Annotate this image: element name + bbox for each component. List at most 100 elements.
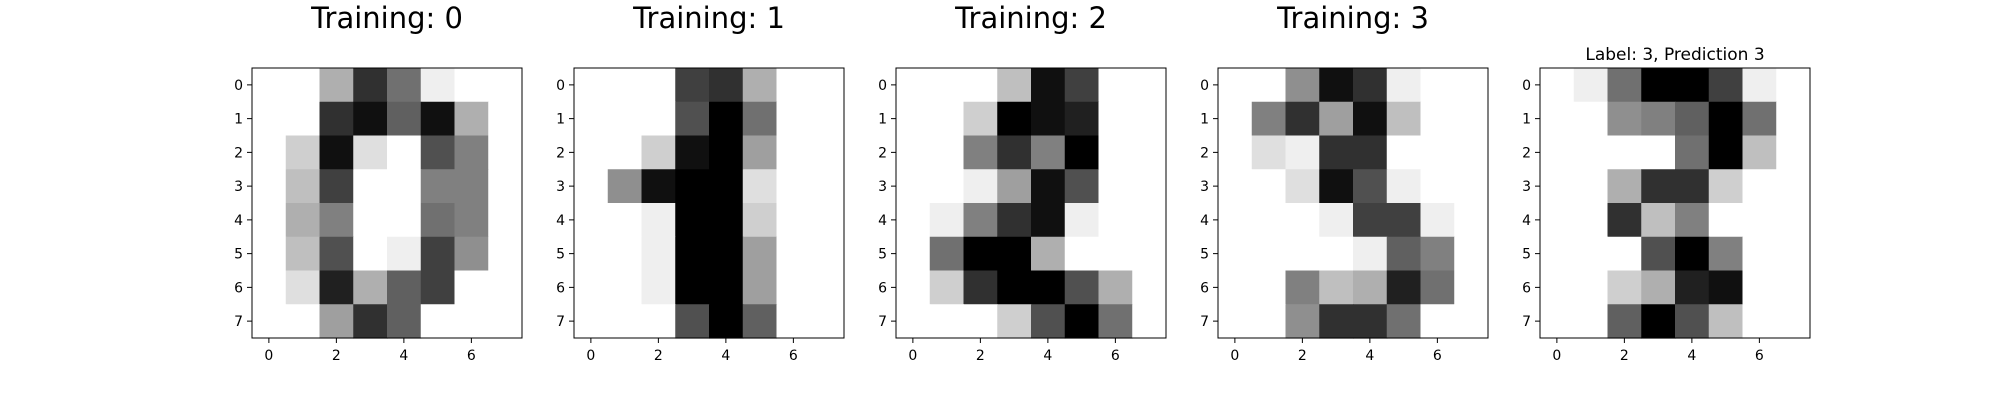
digit-panel-4: Label: 3, Prediction 3 0 1 2 3 4 5 6 7 0 2 4 6 (1522, 45, 1811, 364)
y-tick-label: 3 (556, 179, 565, 195)
pixel-cell (574, 270, 609, 305)
pixel-cell (1218, 135, 1253, 170)
pixel-cell (1675, 270, 1710, 305)
pixel-cell (1708, 236, 1744, 272)
pixel-cell (574, 135, 609, 170)
pixel-cell (1776, 68, 1811, 103)
pixel-cell (1540, 203, 1575, 238)
x-tick-label: 0 (1230, 348, 1239, 364)
pixel-cell (252, 135, 287, 170)
pixel-cell (252, 101, 287, 137)
pixel-cell (810, 169, 845, 204)
pixel-cell (1251, 270, 1287, 305)
pixel-cell (1064, 270, 1100, 305)
pixel-cell (387, 270, 422, 305)
axes-frame (895, 67, 1167, 339)
x-tick-label: 0 (1552, 348, 1561, 364)
pixel-cell (1540, 135, 1575, 170)
pixel-cell (1132, 270, 1167, 305)
x-tick-label: 0 (586, 348, 595, 364)
pixel-cell (963, 270, 998, 305)
pixel-cell (1319, 236, 1354, 272)
pixel-cell (1285, 270, 1320, 305)
digit-panel-0: Training: 0 0 1 2 3 4 5 6 7 0 2 4 6 (234, 1, 523, 364)
pixel-cell (454, 304, 489, 339)
pixel-cell (963, 135, 998, 170)
pixel-cell (1607, 68, 1642, 103)
pixel-cell (1031, 270, 1066, 305)
pixel-cell (607, 68, 643, 103)
y-tick-label: 6 (878, 280, 887, 296)
pixel-cell (1742, 236, 1777, 272)
pixel-cell (1675, 101, 1710, 137)
pixel-cell (709, 304, 744, 339)
pixel-cell (1218, 236, 1253, 272)
pixel-cell (776, 203, 811, 238)
pixel-cell (1098, 236, 1133, 272)
pixel-cell (709, 203, 744, 238)
pixel-cell (488, 236, 523, 272)
pixel-cell (963, 68, 998, 103)
pixel-cell (1031, 236, 1066, 272)
pixel-cell (1064, 169, 1100, 204)
x-tick-label: 2 (654, 348, 663, 364)
y-tick-label: 4 (1200, 213, 1209, 229)
pixel-cell (929, 169, 965, 204)
pixel-cell (1454, 169, 1489, 204)
pixel-cell (1251, 135, 1287, 170)
y-tick-label: 5 (878, 247, 887, 263)
y-tick-label: 2 (234, 145, 243, 161)
pixel-cell (420, 270, 456, 305)
pixel-cell (1708, 68, 1744, 103)
pixel-cell (929, 68, 965, 103)
pixel-cell (574, 101, 609, 137)
pixel-cell (488, 101, 523, 137)
pixel-cell (675, 101, 710, 137)
pixel-cell (1742, 203, 1777, 238)
x-tick-label: 4 (1687, 348, 1696, 364)
pixel-cell (1319, 169, 1354, 204)
pixel-cell (675, 270, 710, 305)
x-tick-label: 6 (1111, 348, 1120, 364)
pixel-cell (1251, 203, 1287, 238)
pixel-cell (641, 203, 676, 238)
pixel-cell (896, 270, 931, 305)
pixel-cell (1675, 169, 1710, 204)
pixel-cell (1454, 203, 1489, 238)
digit-panel-3: Training: 3 0 1 2 3 4 5 6 7 0 2 4 6 (1200, 1, 1489, 364)
pixel-cell (1573, 101, 1609, 137)
pixel-cell (810, 203, 845, 238)
y-tick-label: 7 (556, 314, 565, 330)
pixel-cell (997, 203, 1032, 238)
pixel-cell (1776, 236, 1811, 272)
panel-title: Training: 1 (632, 1, 785, 35)
pixel-cell (675, 169, 710, 204)
y-tick-label: 7 (878, 314, 887, 330)
pixel-cell (963, 101, 998, 137)
pixel-cell (1064, 68, 1100, 103)
pixel-cell (896, 304, 931, 339)
pixel-cell (776, 270, 811, 305)
pixel-cell (319, 236, 354, 272)
pixel-cell (1540, 236, 1575, 272)
pixel-cell (1420, 236, 1455, 272)
pixel-cell (1540, 101, 1575, 137)
pixel-cell (810, 236, 845, 272)
y-tick-label: 1 (878, 112, 887, 128)
pixel-cell (997, 304, 1032, 339)
pixel-cell (420, 304, 456, 339)
y-tick-label: 3 (234, 179, 243, 195)
x-tick-label: 2 (332, 348, 341, 364)
axes-frame (251, 67, 523, 339)
pixel-cell (607, 169, 643, 204)
pixel-cell (810, 101, 845, 137)
pixel-cell (1353, 270, 1388, 305)
pixel-cell (1641, 304, 1676, 339)
y-tick-label: 7 (1522, 314, 1531, 330)
pixel-cell (1420, 68, 1455, 103)
pixel-cell (1454, 68, 1489, 103)
pixel-cell (1708, 270, 1744, 305)
axes-frame (573, 67, 845, 339)
pixel-cell (1132, 135, 1167, 170)
pixel-cell (963, 203, 998, 238)
